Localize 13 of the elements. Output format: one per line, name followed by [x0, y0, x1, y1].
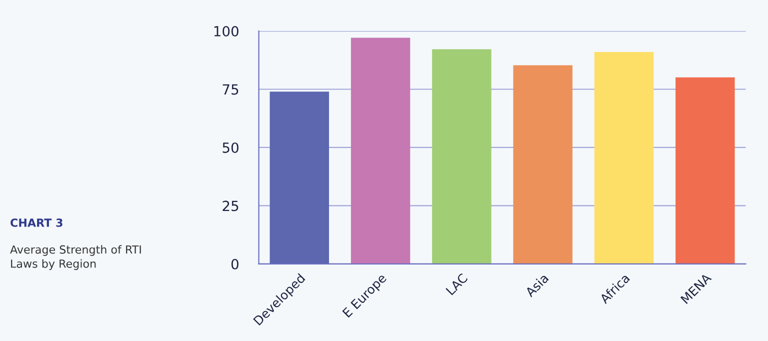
bar — [270, 92, 330, 264]
bar — [594, 52, 654, 264]
bar — [513, 65, 572, 264]
y-tick-label: 100 — [214, 26, 238, 37]
y-tick-label: 75 — [222, 84, 238, 95]
y-tick-label: 0 — [231, 258, 238, 270]
bar — [676, 77, 735, 264]
bar — [432, 49, 492, 264]
text: Average Strength of RTI Laws by Region — [10, 245, 141, 270]
text: CHART 3 — [10, 218, 62, 227]
y-tick-label: 25 — [222, 200, 238, 212]
bar — [350, 38, 410, 264]
y-tick-label: 50 — [222, 142, 238, 153]
